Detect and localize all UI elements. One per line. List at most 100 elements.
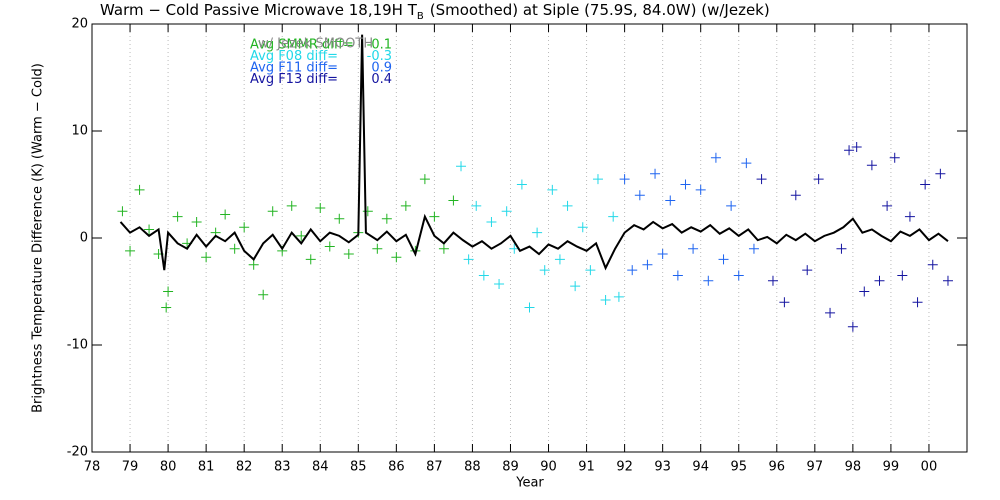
legend-value: 0.9: [371, 61, 392, 76]
data-point: [813, 174, 824, 185]
legend-label: Avg SMMR diff=: [250, 38, 354, 53]
data-point: [258, 289, 269, 300]
x-tick-label: 84: [312, 460, 329, 475]
data-point: [524, 302, 535, 313]
data-point: [229, 243, 240, 254]
data-point: [847, 321, 858, 332]
data-point: [362, 206, 373, 217]
data-point: [296, 230, 307, 241]
data-point: [267, 206, 278, 217]
data-point: [463, 254, 474, 265]
data-point: [456, 161, 467, 172]
x-tick-label: 99: [883, 460, 900, 475]
data-point: [613, 291, 624, 302]
x-tick-label: 94: [692, 460, 709, 475]
data-point: [494, 279, 505, 290]
legend-value: 0.4: [371, 72, 392, 87]
data-point: [547, 184, 558, 195]
data-point: [619, 174, 630, 185]
data-point: [726, 200, 737, 211]
data-point: [448, 195, 459, 206]
data-point: [710, 152, 721, 163]
data-point: [172, 211, 183, 222]
data-point: [703, 275, 714, 286]
x-tick-label: 86: [388, 460, 405, 475]
data-point: [836, 243, 847, 254]
x-tick-label: 83: [274, 460, 291, 475]
data-point: [305, 254, 316, 265]
data-point: [315, 203, 326, 214]
data-point: [161, 302, 172, 313]
data-point: [592, 174, 603, 185]
data-point: [825, 307, 836, 318]
data-point: [688, 243, 699, 254]
data-point: [400, 200, 411, 211]
data-point: [372, 243, 383, 254]
data-point: [935, 168, 946, 179]
data-point: [554, 254, 565, 265]
y-axis-label: Brightness Temperature Difference (K) (W…: [31, 63, 46, 413]
x-tick-label: 96: [769, 460, 786, 475]
data-point: [117, 206, 128, 217]
data-point: [239, 222, 250, 233]
data-point: [539, 265, 550, 276]
x-tick-label: 80: [160, 460, 177, 475]
x-tick-label: 00: [921, 460, 938, 475]
data-point: [600, 295, 611, 306]
data-point: [220, 209, 231, 220]
data-point: [672, 270, 683, 281]
data-point: [419, 174, 430, 185]
data-point: [897, 270, 908, 281]
data-point: [642, 259, 653, 270]
legend-label: Avg F13 diff=: [250, 72, 338, 87]
data-point: [532, 227, 543, 238]
data-point: [874, 275, 885, 286]
x-tick-label: 90: [540, 460, 557, 475]
smoothed-line: [119, 34, 949, 271]
x-tick-label: 82: [236, 460, 253, 475]
data-point: [501, 206, 512, 217]
plot-frame: [91, 23, 968, 453]
data-point: [756, 174, 767, 185]
y-tick-label: 20: [71, 17, 88, 32]
legend-value: -0.1: [367, 38, 392, 53]
x-axis-label: Year: [515, 476, 544, 491]
data-point: [741, 158, 752, 169]
legend-label: Avg F08 diff=: [250, 49, 338, 64]
y-tick-label: 0: [80, 231, 88, 246]
x-tick-label: 78: [84, 460, 101, 475]
data-point: [125, 245, 136, 256]
data-point: [851, 142, 862, 153]
data-point: [429, 211, 440, 222]
x-tick-label: 79: [122, 460, 139, 475]
legend-value: -0.3: [367, 49, 392, 64]
data-point: [733, 270, 744, 281]
data-point: [334, 213, 345, 224]
x-tick-label: 91: [578, 460, 595, 475]
data-point: [927, 259, 938, 270]
data-point: [201, 252, 212, 263]
data-point: [718, 254, 729, 265]
data-point: [779, 297, 790, 308]
data-point: [471, 200, 482, 211]
legend-label: Avg F11 diff=: [250, 61, 338, 76]
data-point: [562, 200, 573, 211]
data-point: [920, 179, 931, 190]
data-point: [585, 265, 596, 276]
data-point: [438, 243, 449, 254]
title-rest: (Smoothed) at Siple (75.9S, 84.0W) (w/Je…: [430, 1, 770, 19]
data-point: [790, 190, 801, 201]
data-point: [859, 286, 870, 297]
data-point: [486, 216, 497, 227]
chart-title: Warm − Cold Passive Microwave 18,19H TB (…: [100, 1, 770, 23]
data-point: [144, 224, 155, 235]
data-point: [391, 252, 402, 263]
data-point: [680, 179, 691, 190]
data-point: [802, 265, 813, 276]
data-point: [577, 222, 588, 233]
data-point: [882, 200, 893, 211]
data-point: [570, 281, 581, 292]
x-tick-label: 81: [198, 460, 215, 475]
